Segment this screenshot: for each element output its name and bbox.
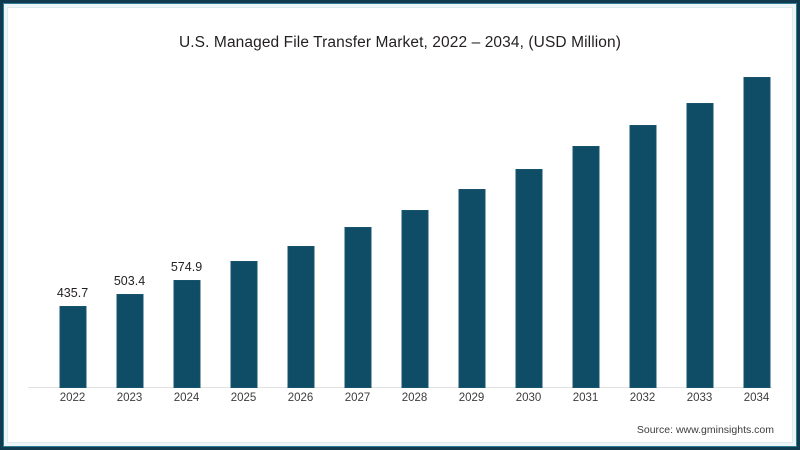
x-tick-2027: 2027 <box>344 392 371 404</box>
x-tick-2031: 2031 <box>572 392 599 404</box>
bar-slot <box>557 70 614 388</box>
x-tick-2029: 2029 <box>458 392 485 404</box>
bar-2025[interactable] <box>230 261 257 388</box>
bar-2030[interactable] <box>515 169 542 388</box>
bar-slot <box>272 70 329 388</box>
x-tick-2028: 2028 <box>401 392 428 404</box>
x-tick-2030: 2030 <box>515 392 542 404</box>
bar-2027[interactable] <box>344 227 371 388</box>
x-tick-2032: 2032 <box>629 392 656 404</box>
bar-2031[interactable] <box>572 146 599 388</box>
x-tick-2034: 2034 <box>743 392 770 404</box>
x-tick-2023: 2023 <box>116 392 143 404</box>
bar-slot: 435.7 <box>44 70 101 388</box>
bar-slot <box>500 70 557 388</box>
bar-slot <box>728 70 785 388</box>
bar-value-label-2022: 435.7 <box>56 286 89 300</box>
bar-slot: 574.9 <box>158 70 215 388</box>
bar-2028[interactable] <box>401 210 428 388</box>
plot-area: 435.7 503.4 574.9 <box>28 70 772 388</box>
bar-2024[interactable] <box>173 280 200 388</box>
bar-slot <box>386 70 443 388</box>
bar-value-label-2023: 503.4 <box>113 274 146 288</box>
bar-2032[interactable] <box>629 125 656 388</box>
x-axis-line <box>28 387 772 388</box>
bar-slot <box>614 70 671 388</box>
bar-2026[interactable] <box>287 246 314 388</box>
bar-slot: 503.4 <box>101 70 158 388</box>
x-tick-2024: 2024 <box>173 392 200 404</box>
x-tick-2025: 2025 <box>230 392 257 404</box>
bar-slot <box>329 70 386 388</box>
bar-2029[interactable] <box>458 189 485 388</box>
bar-slot <box>443 70 500 388</box>
bar-slot <box>215 70 272 388</box>
bar-2034[interactable] <box>743 77 770 388</box>
x-tick-2026: 2026 <box>287 392 314 404</box>
bar-slot <box>671 70 728 388</box>
x-tick-2022: 2022 <box>59 392 86 404</box>
bar-2033[interactable] <box>686 103 713 388</box>
bar-2022[interactable] <box>59 306 86 388</box>
chart-title: U.S. Managed File Transfer Market, 2022 … <box>178 34 621 51</box>
bar-2023[interactable] <box>116 294 143 388</box>
source-attribution: Source: www.gminsights.com <box>636 424 774 436</box>
x-tick-2033: 2033 <box>686 392 713 404</box>
bar-value-label-2024: 574.9 <box>170 260 203 274</box>
